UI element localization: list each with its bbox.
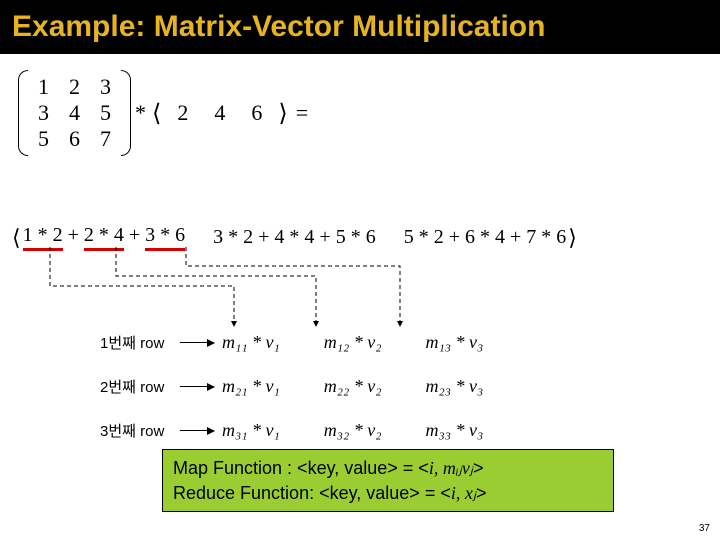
legend-2-t2: m₂₂ * v₂: [324, 376, 382, 397]
e1-term1: 1 * 2: [23, 224, 63, 251]
e1-term2: 2 * 4: [84, 224, 124, 251]
reduce-line: Reduce Function: <key, value> = <i, xⱼ>: [173, 481, 603, 505]
m32: 6: [59, 126, 90, 152]
reduce-prefix: Reduce Function: <key, value> = <: [173, 483, 451, 503]
angle-right: ⟩: [276, 99, 289, 128]
legend-1-t2: m₁₂ * v₂: [324, 332, 382, 353]
legend-3-t3: m₃₃ * v₃: [426, 420, 484, 441]
m11: 1: [28, 74, 59, 100]
plus-2: +: [124, 224, 145, 246]
arrow-icon: [180, 342, 214, 343]
map-suffix: >: [473, 458, 484, 478]
op-eq: =: [290, 100, 308, 126]
e1-term3: 3 * 6: [145, 224, 185, 251]
legend-1-t1: m₁₁ * v₁: [222, 332, 280, 353]
m22: 4: [59, 100, 90, 126]
arrow-icon: [180, 430, 214, 431]
legend-1-t3: m₁₃ * v₃: [426, 332, 484, 353]
plus-1: +: [63, 224, 84, 246]
result-entry-3: 5 * 2 + 6 * 4 + 7 * 6: [404, 226, 567, 249]
map-prefix: Map Function : <key, value> = <: [173, 458, 429, 478]
top-equation: 123 345 567 * ⟨ 2 4 6 ⟩ =: [18, 74, 308, 152]
reduce-ital: i, xⱼ: [451, 483, 476, 503]
page-number: 37: [699, 523, 710, 534]
v1: 2: [165, 100, 200, 126]
legend-row-3: 3번째 row m₃₁ * v₁ m₃₂ * v₂ m₃₃ * v₃: [100, 408, 483, 452]
row-legend: 1번째 row m₁₁ * v₁ m₁₂ * v₂ m₁₃ * v₃ 2번째 r…: [100, 320, 483, 452]
result-vector: ⟨ 1 * 2 + 2 * 4 + 3 * 6 3 * 2 + 4 * 4 + …: [10, 224, 710, 251]
legend-terms-3: m₃₁ * v₁ m₃₂ * v₂ m₃₃ * v₃: [222, 420, 483, 441]
legend-row-2: 2번째 row m₂₁ * v₁ m₂₂ * v₂ m₂₃ * v₃: [100, 364, 483, 408]
m33: 7: [90, 126, 121, 152]
m23: 5: [90, 100, 121, 126]
m12: 2: [59, 74, 90, 100]
paren-left: [18, 70, 28, 156]
matrix-3x3: 123 345 567: [18, 74, 131, 152]
legend-label-1: 1번째 row: [100, 332, 180, 353]
legend-2-t3: m₂₃ * v₃: [426, 376, 484, 397]
legend-row-1: 1번째 row m₁₁ * v₁ m₁₂ * v₂ m₁₃ * v₃: [100, 320, 483, 364]
legend-label-3: 3번째 row: [100, 420, 180, 441]
m21: 3: [28, 100, 59, 126]
legend-terms-2: m₂₁ * v₁ m₂₂ * v₂ m₂₃ * v₃: [222, 376, 483, 397]
legend-terms-1: m₁₁ * v₁ m₁₂ * v₂ m₁₃ * v₃: [222, 332, 483, 353]
title-bar: Example: Matrix-Vector Multiplication: [0, 0, 720, 54]
page-title: Example: Matrix-Vector Multiplication: [12, 10, 545, 44]
map-reduce-box: Map Function : <key, value> = <i, mᵢⱼvⱼ>…: [162, 449, 614, 512]
result-entry-1: 1 * 2 + 2 * 4 + 3 * 6: [23, 224, 186, 251]
content-area: 123 345 567 * ⟨ 2 4 6 ⟩ = ⟨ 1 * 2 + 2 * …: [0, 54, 720, 540]
reduce-suffix: >: [476, 483, 487, 503]
legend-2-t1: m₂₁ * v₁: [222, 376, 280, 397]
result-entry-2: 3 * 2 + 4 * 4 + 5 * 6: [213, 226, 376, 249]
result-angle-right: ⟩: [566, 225, 579, 251]
result-angle-left: ⟨: [10, 225, 23, 251]
legend-3-t2: m₃₂ * v₂: [324, 420, 382, 441]
paren-right: [121, 70, 131, 156]
legend-label-2: 2번째 row: [100, 376, 180, 397]
map-line: Map Function : <key, value> = <i, mᵢⱼvⱼ>: [173, 456, 603, 480]
op-star: *: [131, 100, 150, 126]
m31: 5: [28, 126, 59, 152]
v2: 4: [202, 100, 237, 126]
v3: 6: [239, 100, 274, 126]
matrix-table: 123 345 567: [28, 74, 121, 152]
map-ital: i, mᵢⱼvⱼ: [429, 458, 473, 478]
row-vector: 2 4 6: [163, 98, 276, 128]
arrow-icon: [180, 386, 214, 387]
angle-left: ⟨: [150, 99, 163, 128]
m13: 3: [90, 74, 121, 100]
legend-3-t1: m₃₁ * v₁: [222, 420, 280, 441]
